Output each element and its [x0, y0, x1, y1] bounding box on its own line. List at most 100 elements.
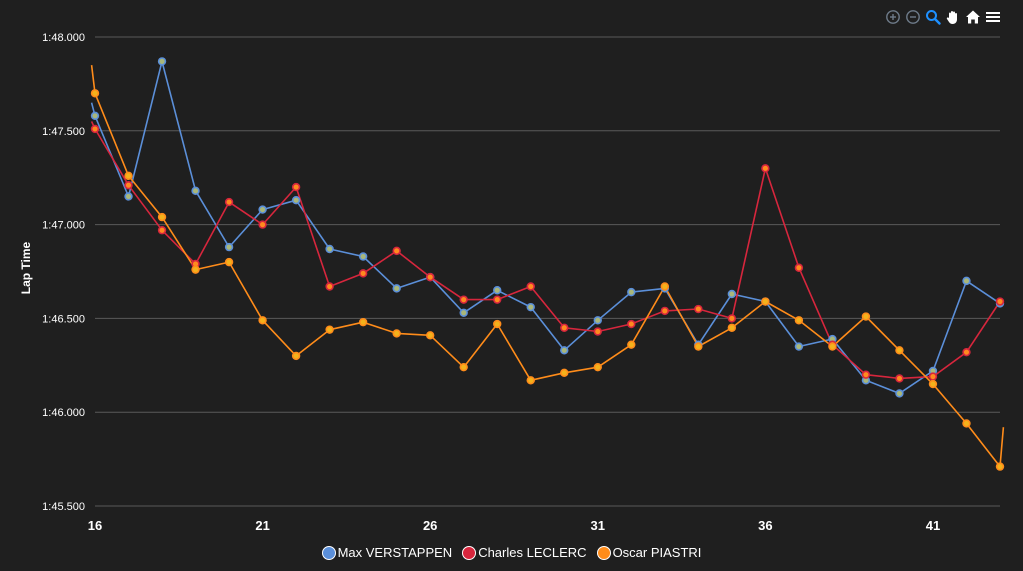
data-point[interactable]	[425, 272, 435, 282]
data-point[interactable]	[962, 419, 971, 428]
data-point[interactable]	[526, 282, 535, 291]
legend-item-verstappen[interactable]: Max VERSTAPPEN	[321, 545, 452, 560]
data-point[interactable]	[191, 265, 200, 274]
data-point[interactable]	[258, 316, 267, 325]
y-axis-ticks: 1:48.000 1:47.500 1:47.000 1:46.500 1:46.000…	[42, 32, 85, 513]
data-point[interactable]	[727, 323, 737, 332]
data-point[interactable]	[794, 316, 804, 325]
data-point[interactable]	[258, 205, 267, 214]
data-point[interactable]	[794, 342, 804, 351]
data-point[interactable]	[660, 282, 670, 291]
data-point[interactable]	[392, 284, 401, 293]
data-point[interactable]	[325, 325, 334, 334]
data-point[interactable]	[191, 186, 200, 196]
x-tick-label: 36	[758, 518, 772, 533]
data-point[interactable]	[291, 196, 301, 205]
x-tick-label: 26	[423, 518, 437, 533]
series-line-2	[90, 65, 1005, 468]
data-point[interactable]	[224, 242, 234, 252]
x-tick-label: 41	[926, 518, 940, 533]
data-point[interactable]	[157, 57, 167, 66]
data-point[interactable]	[995, 462, 1005, 471]
data-point[interactable]	[358, 252, 368, 261]
data-point[interactable]	[459, 295, 468, 304]
data-point[interactable]	[962, 276, 971, 286]
data-point[interactable]	[392, 246, 401, 256]
data-point[interactable]	[861, 370, 871, 379]
data-point[interactable]	[526, 302, 535, 312]
data-point[interactable]	[928, 379, 938, 389]
chart-toolbar	[885, 9, 1001, 25]
x-axis-ticks: 16 21 26 31 36 41	[88, 518, 940, 533]
data-point[interactable]	[694, 342, 703, 351]
data-point[interactable]	[224, 197, 234, 207]
selection-zoom-icon[interactable]	[925, 9, 941, 25]
data-point[interactable]	[995, 297, 1005, 306]
data-point[interactable]	[895, 389, 904, 398]
data-point[interactable]	[124, 181, 133, 190]
data-point[interactable]	[560, 323, 569, 332]
data-point[interactable]	[928, 372, 938, 381]
series-markers	[90, 57, 1005, 471]
data-point[interactable]	[560, 368, 569, 378]
data-point[interactable]	[325, 244, 334, 254]
data-point[interactable]	[90, 111, 100, 120]
data-point[interactable]	[258, 220, 267, 229]
data-point[interactable]	[224, 257, 234, 267]
data-point[interactable]	[727, 289, 737, 299]
data-point[interactable]	[627, 287, 636, 297]
y-tick-label: 1:46.500	[42, 313, 85, 325]
data-point[interactable]	[895, 374, 904, 383]
data-point[interactable]	[459, 308, 468, 317]
home-icon[interactable]	[965, 9, 981, 25]
x-tick-label: 31	[591, 518, 605, 533]
data-point[interactable]	[660, 306, 670, 316]
data-point[interactable]	[493, 295, 502, 304]
data-point[interactable]	[425, 331, 435, 340]
zoom-out-icon[interactable]	[905, 9, 921, 25]
data-point[interactable]	[694, 304, 703, 314]
data-point[interactable]	[962, 347, 971, 357]
data-point[interactable]	[493, 319, 502, 329]
data-point[interactable]	[358, 317, 368, 327]
legend-item-piastri[interactable]: Oscar PIASTRI	[596, 545, 702, 560]
data-point[interactable]	[90, 124, 100, 134]
data-point[interactable]	[593, 362, 602, 372]
y-axis-label: Lap Time	[19, 241, 33, 294]
pan-icon[interactable]	[945, 9, 961, 25]
data-point[interactable]	[761, 297, 770, 306]
x-tick-label: 16	[88, 518, 102, 533]
data-point[interactable]	[291, 351, 301, 361]
data-point[interactable]	[895, 346, 904, 355]
data-point[interactable]	[560, 346, 569, 355]
data-point[interactable]	[593, 316, 602, 325]
data-point[interactable]	[90, 89, 100, 98]
data-point[interactable]	[291, 182, 301, 192]
data-point[interactable]	[493, 286, 502, 295]
data-point[interactable]	[358, 269, 368, 278]
legend-item-leclerc[interactable]: Charles LECLERC	[462, 545, 587, 560]
data-point[interactable]	[392, 329, 401, 338]
y-tick-label: 1:45.500	[42, 501, 85, 513]
series-line-0	[90, 60, 1001, 395]
data-point[interactable]	[627, 319, 636, 329]
menu-icon[interactable]	[985, 9, 1001, 25]
data-point[interactable]	[593, 327, 602, 336]
data-point[interactable]	[727, 314, 737, 323]
data-point[interactable]	[761, 164, 770, 173]
data-point[interactable]	[124, 171, 133, 181]
legend-label: Oscar PIASTRI	[612, 545, 702, 560]
data-point[interactable]	[526, 376, 535, 385]
y-tick-label: 1:48.000	[42, 32, 85, 44]
data-point[interactable]	[157, 226, 167, 235]
data-point[interactable]	[325, 282, 334, 291]
data-point[interactable]	[459, 362, 468, 372]
data-point[interactable]	[627, 340, 636, 349]
data-point[interactable]	[828, 342, 837, 351]
zoom-in-icon[interactable]	[885, 9, 901, 25]
data-point[interactable]	[157, 212, 167, 222]
data-point[interactable]	[124, 192, 133, 201]
data-point[interactable]	[861, 312, 871, 321]
data-point[interactable]	[794, 263, 804, 272]
